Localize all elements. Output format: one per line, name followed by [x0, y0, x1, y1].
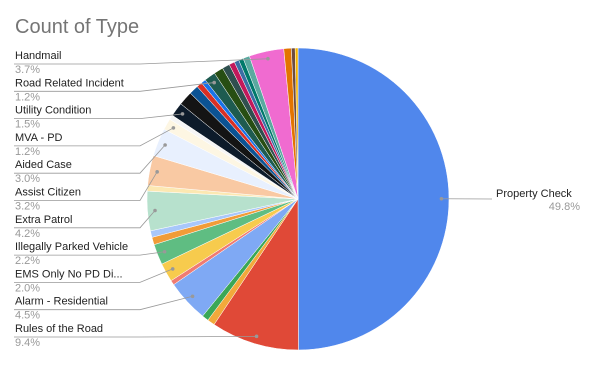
leader-dot [171, 126, 176, 130]
leader-line [14, 295, 193, 311]
leader-line [14, 268, 173, 283]
slice-label: Aided Case [15, 159, 72, 171]
slice-label: Rules of the Road [15, 323, 103, 335]
slice-label: Assist Citizen [15, 187, 81, 199]
slice-label: Property Check [496, 188, 572, 200]
slice-label: MVA - PD [15, 132, 63, 144]
slice-value-label: 3.7% [15, 64, 40, 76]
slice-value-label: 49.8% [549, 201, 580, 213]
slice-label: Utility Condition [15, 105, 91, 117]
slice-label: Alarm - Residential [15, 296, 108, 308]
slice-label: EMS Only No PD Di... [15, 268, 123, 280]
leader-dot [153, 208, 157, 213]
leader-dot [162, 249, 167, 254]
leader-dot [190, 294, 195, 299]
pie-slice [297, 47, 450, 351]
slice-value-label: 4.5% [15, 310, 40, 322]
slice-value-label: 2.2% [15, 255, 40, 267]
slice-value-label: 9.4% [15, 337, 40, 349]
leader-line [14, 113, 183, 119]
leader-line [14, 58, 268, 65]
slice-label: Road Related Incident [15, 77, 124, 89]
leader-dot [439, 196, 444, 201]
leader-dot [180, 112, 185, 116]
chart-title: Count of Type [15, 16, 139, 38]
leader-dot [266, 56, 270, 61]
leader-dot [155, 170, 159, 174]
slice-label: Illegally Parked Vehicle [15, 241, 128, 253]
leader-dot [254, 334, 259, 339]
slice-value-label: 2.0% [15, 282, 40, 294]
leader-line [14, 171, 158, 201]
leader-dot [212, 80, 216, 85]
leader-line [14, 127, 174, 147]
leader-line [14, 251, 165, 256]
leader-line [14, 210, 156, 229]
slice-value-label: 3.0% [15, 173, 40, 185]
leader-line [14, 82, 215, 92]
pie-slice [213, 198, 299, 351]
slice-label: Extra Patrol [15, 214, 72, 226]
slice-value-label: 1.2% [15, 91, 40, 103]
slice-label: Handmail [15, 50, 61, 62]
leader-dot [170, 267, 175, 271]
leader-dot [163, 143, 167, 147]
pie-slice [294, 47, 299, 200]
slice-value-label: 4.2% [15, 228, 40, 240]
slice-value-label: 1.2% [15, 146, 40, 158]
slice-value-label: 1.5% [15, 119, 40, 131]
leader-line [14, 335, 257, 338]
slice-value-label: 3.2% [15, 201, 40, 213]
leader-line [14, 144, 166, 174]
